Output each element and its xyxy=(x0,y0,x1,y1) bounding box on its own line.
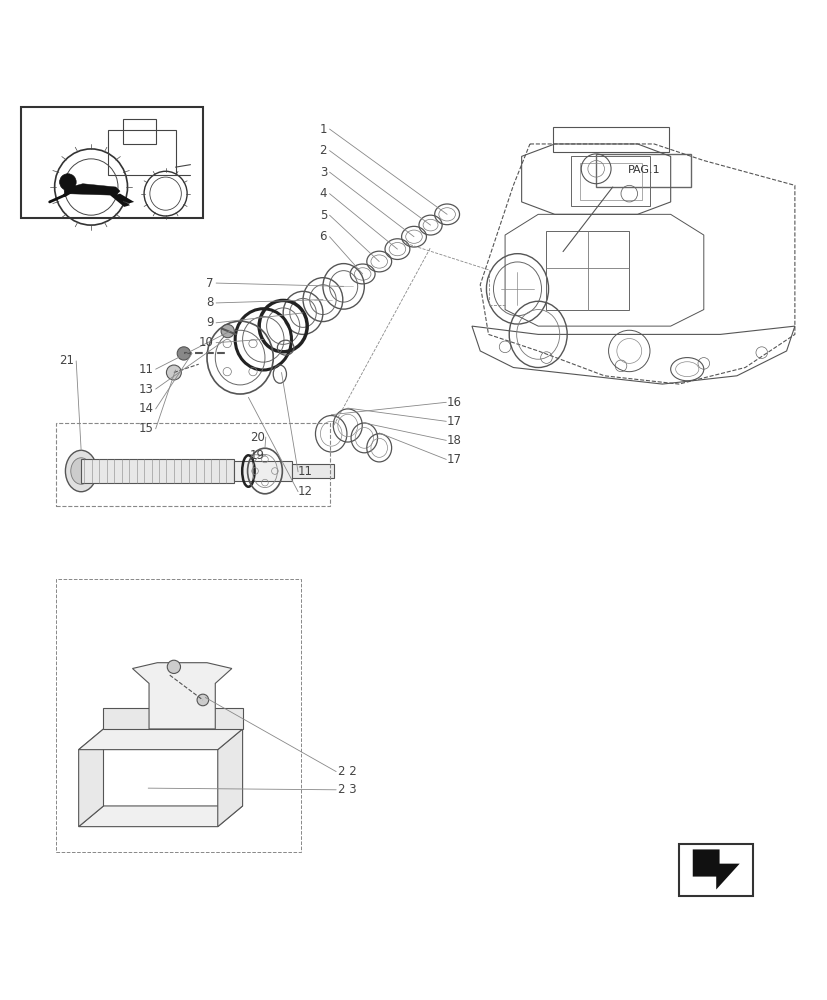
Polygon shape xyxy=(79,729,103,827)
Text: 20: 20 xyxy=(250,431,265,444)
Circle shape xyxy=(60,174,76,190)
Text: 4: 4 xyxy=(319,187,327,200)
Bar xyxy=(552,127,668,152)
Circle shape xyxy=(167,660,180,673)
Text: 7: 7 xyxy=(206,277,213,290)
Circle shape xyxy=(177,347,190,360)
Polygon shape xyxy=(110,194,130,207)
Bar xyxy=(21,107,203,218)
Text: 6: 6 xyxy=(319,230,327,243)
Ellipse shape xyxy=(65,450,97,492)
Text: 9: 9 xyxy=(206,316,213,329)
Bar xyxy=(292,464,333,478)
Text: 8: 8 xyxy=(206,296,213,309)
Polygon shape xyxy=(218,729,242,827)
Polygon shape xyxy=(132,663,232,729)
Polygon shape xyxy=(79,729,242,750)
Text: PAG.1: PAG.1 xyxy=(627,165,659,175)
Circle shape xyxy=(197,694,208,706)
Bar xyxy=(108,130,175,175)
Text: 11: 11 xyxy=(138,363,153,376)
Text: 18: 18 xyxy=(447,434,461,447)
Text: 17: 17 xyxy=(447,415,461,428)
Text: 1: 1 xyxy=(319,123,327,136)
Text: 2 3: 2 3 xyxy=(337,783,356,796)
Circle shape xyxy=(166,365,181,380)
Text: 21: 21 xyxy=(60,354,74,367)
Bar xyxy=(81,459,234,483)
Bar xyxy=(56,423,329,506)
Ellipse shape xyxy=(70,458,91,484)
Bar xyxy=(122,119,155,144)
Bar xyxy=(579,163,641,200)
Text: 11: 11 xyxy=(298,465,313,478)
Bar xyxy=(595,154,691,187)
Polygon shape xyxy=(692,849,739,890)
Text: 19: 19 xyxy=(250,449,265,462)
Text: 2: 2 xyxy=(319,144,327,157)
Circle shape xyxy=(221,324,234,338)
Text: 15: 15 xyxy=(138,422,153,435)
Text: 12: 12 xyxy=(298,485,313,498)
Polygon shape xyxy=(114,194,134,204)
Text: 3: 3 xyxy=(319,166,327,179)
Text: 10: 10 xyxy=(198,336,213,349)
Bar xyxy=(678,844,753,896)
Bar xyxy=(56,579,300,852)
Text: 5: 5 xyxy=(319,209,327,222)
Bar xyxy=(571,156,649,206)
Bar xyxy=(234,461,292,481)
Text: 17: 17 xyxy=(447,453,461,466)
Text: 16: 16 xyxy=(447,396,461,409)
Polygon shape xyxy=(103,708,242,729)
Polygon shape xyxy=(65,184,120,195)
Bar xyxy=(546,231,629,310)
Text: 14: 14 xyxy=(138,402,153,415)
Polygon shape xyxy=(79,806,242,827)
Bar xyxy=(681,849,748,892)
Text: 2 2: 2 2 xyxy=(337,765,356,778)
Text: 13: 13 xyxy=(138,383,153,396)
